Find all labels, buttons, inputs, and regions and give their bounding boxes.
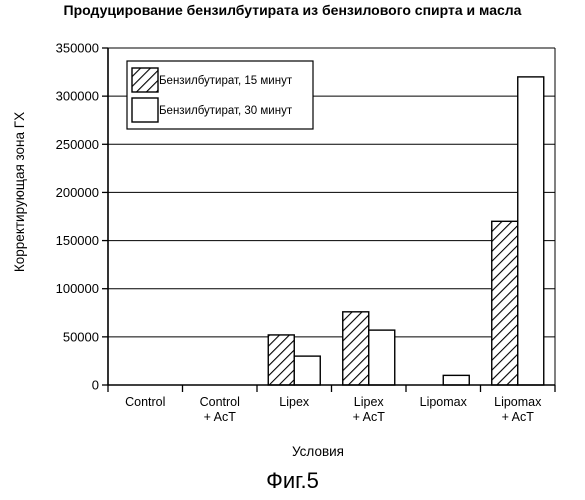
- legend-entry: Бензилбутират, 30 минут: [159, 105, 293, 117]
- bar-15min: [492, 221, 518, 385]
- x-tick-label: Lipomax+ AcT: [494, 395, 542, 424]
- y-tick-label: 150000: [56, 233, 99, 248]
- legend-entry: Бензилбутират, 15 минут: [159, 75, 293, 87]
- y-tick-labels: 0 50000 100000 150000 200000 250000 300000 3500…: [56, 41, 99, 393]
- bar-30min: [443, 375, 469, 385]
- x-axis-label: Условия: [292, 444, 344, 459]
- y-tick-label: 100000: [56, 281, 99, 296]
- legend-swatch: [132, 68, 158, 92]
- figure-caption: Фиг.5: [0, 468, 585, 494]
- bar-30min: [518, 77, 544, 385]
- legend-swatch: [132, 98, 158, 122]
- x-tick-label: Lipomax: [420, 395, 468, 409]
- x-tick-label: Lipex: [279, 395, 310, 409]
- y-tick-label: 0: [92, 378, 99, 393]
- y-tick-label: 350000: [56, 41, 99, 56]
- x-tick-label: Lipex+ AcT: [353, 395, 386, 424]
- y-tick-label: 200000: [56, 185, 99, 200]
- x-tick-label: Control+ AcT: [200, 395, 240, 424]
- bar-30min: [369, 330, 395, 385]
- bar-15min: [343, 312, 369, 385]
- x-tick-labels: Control Control+ AcT Lipex Lipex+ AcT Lipoma…: [125, 395, 542, 424]
- y-tick-label: 300000: [56, 89, 99, 104]
- y-axis-label: Корректирующая зона ГХ: [12, 112, 27, 272]
- y-tick-label: 50000: [63, 329, 99, 344]
- x-tick-label: Control: [125, 395, 165, 409]
- y-tick-label: 250000: [56, 137, 99, 152]
- legend: Бензилбутират, 15 минут Бензилбутират, 30…: [127, 61, 313, 129]
- bar-30min: [294, 356, 320, 385]
- bar-15min: [268, 335, 294, 385]
